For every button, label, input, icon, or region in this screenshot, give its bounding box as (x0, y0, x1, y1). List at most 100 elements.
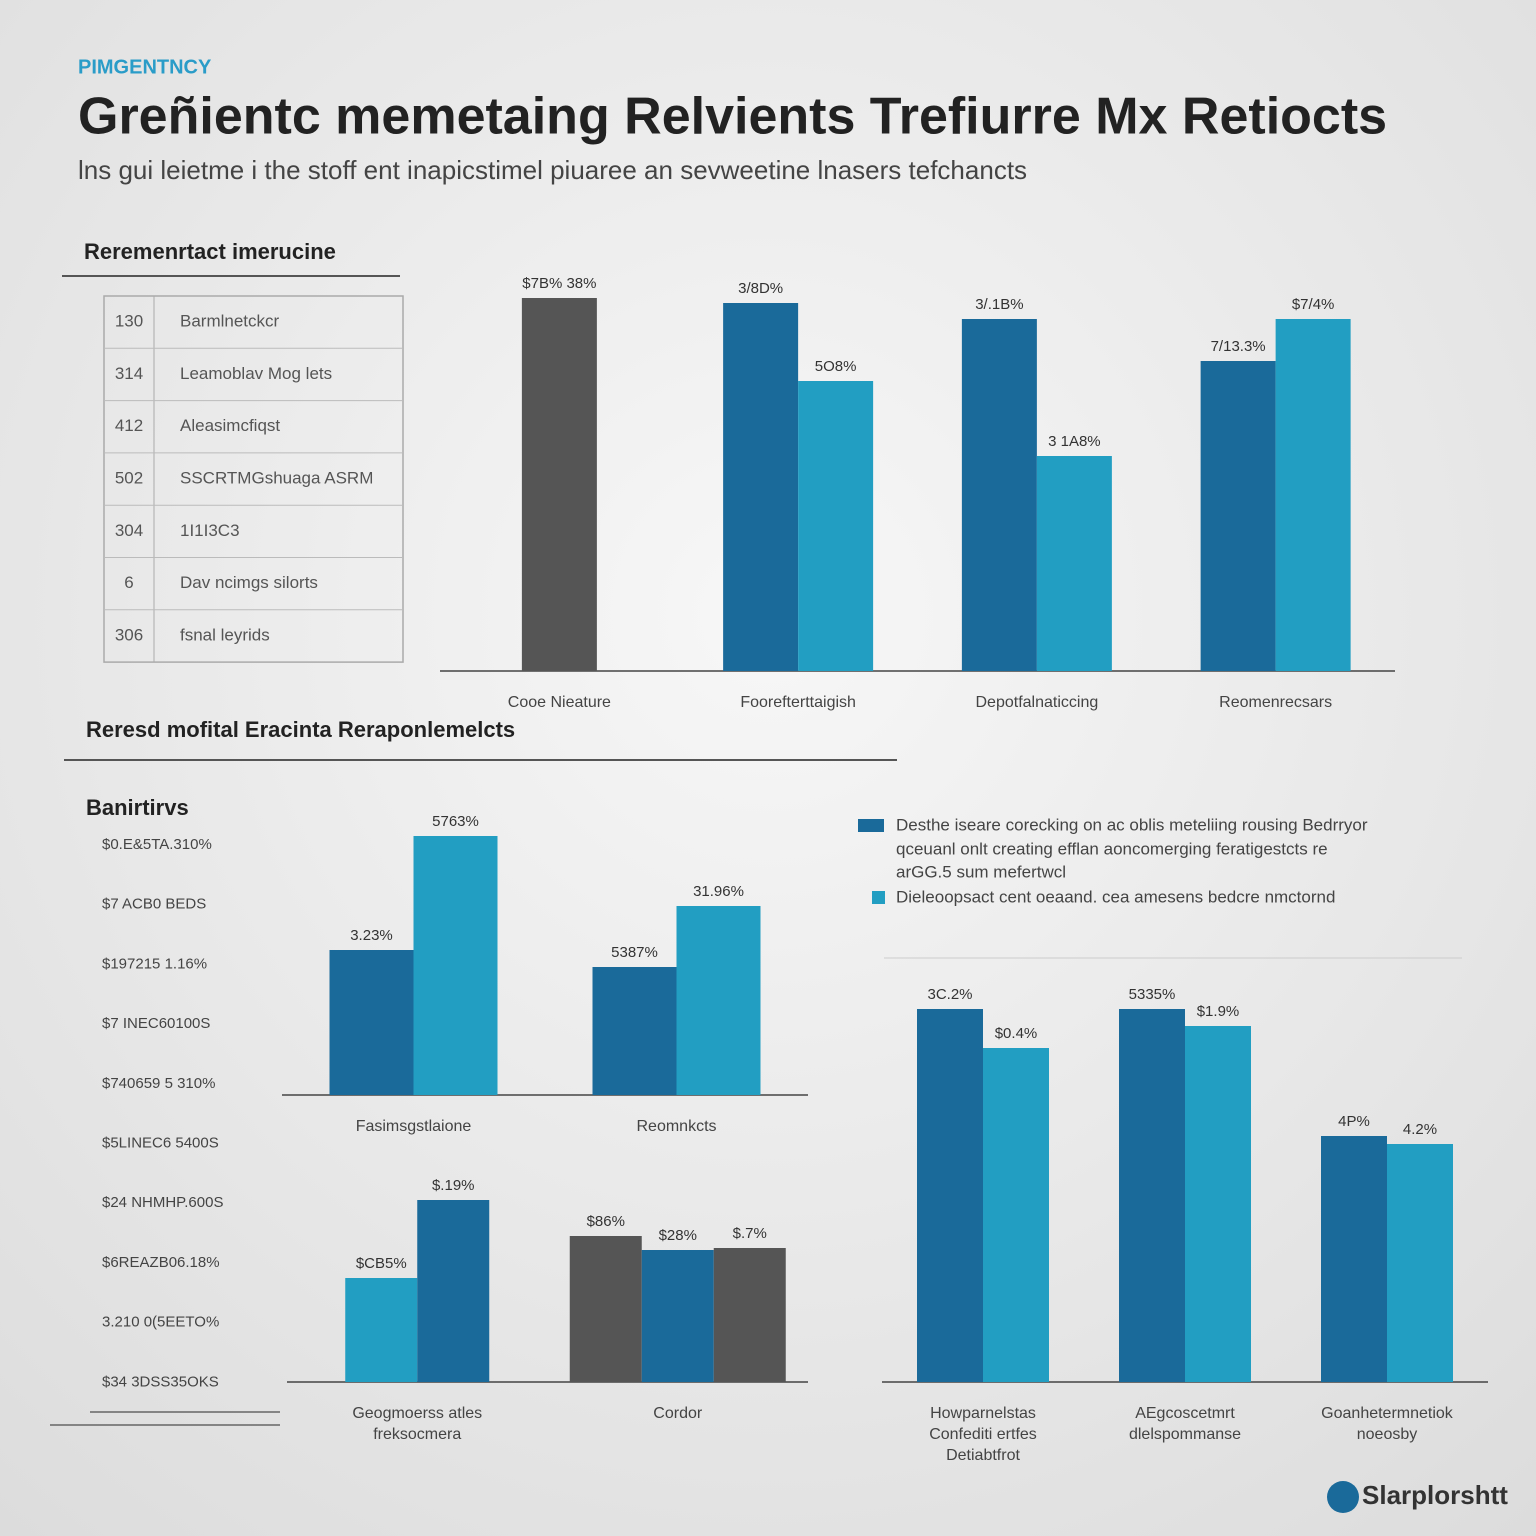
side-label: $34 3DSS35OKS (102, 1373, 219, 1390)
bar (641, 1250, 714, 1382)
side-label: 3.210 0(5EETO% (102, 1314, 219, 1331)
category-label: Reomnkcts (636, 1118, 716, 1135)
category-label: Confediti ertfes (929, 1426, 1037, 1443)
kicker: PIMGENTNCY (78, 56, 212, 78)
category-label: noeosby (1357, 1426, 1418, 1443)
bar-label: 4P% (1338, 1113, 1370, 1130)
table-cell: Leamoblav Mog lets (180, 364, 332, 383)
table-cell: fsnal leyrids (180, 625, 270, 644)
bar-label: 7/13.3% (1211, 338, 1266, 355)
side-label: $6REAZB06.18% (102, 1254, 220, 1271)
bar (1036, 456, 1112, 671)
table-cell: 1I1I3C3 (180, 521, 240, 540)
table-frame (103, 295, 404, 663)
legend-text: qceuanl onlt creating efflan aoncomergin… (896, 839, 1328, 858)
category-label: Depotfalnaticcing (976, 694, 1099, 711)
table-cell: 412 (115, 416, 143, 435)
bar (1200, 361, 1276, 671)
table-cell: SSCRTMGshuaga ASRM (180, 469, 373, 488)
category-label: freksocmera (373, 1426, 461, 1443)
category-label: Howparnelstas (930, 1405, 1036, 1422)
bar (592, 967, 677, 1095)
bar-label: 3 1A8% (1048, 433, 1101, 450)
bar (798, 381, 874, 671)
bar (1275, 319, 1351, 671)
category-label: Cooe Nieature (508, 694, 611, 711)
legend-swatch (858, 819, 884, 832)
table-cell: 314 (115, 364, 143, 383)
bar-label: $.19% (432, 1177, 475, 1194)
bar-label: $CB5% (356, 1255, 407, 1272)
bar-label: 3C.2% (927, 986, 972, 1003)
bar (417, 1200, 490, 1382)
legend-swatch (872, 891, 885, 904)
side-label: $0.E&5TA.310% (102, 836, 212, 853)
category-label: Detiabtfrot (946, 1447, 1020, 1464)
table-cell: 130 (115, 312, 143, 331)
bar (1321, 1136, 1387, 1382)
bar-label: 5335% (1129, 986, 1176, 1003)
bar-label: $86% (587, 1213, 625, 1230)
axis-heading: Banirtirvs (86, 795, 189, 820)
side-label: $7 INEC60100S (102, 1015, 210, 1032)
side-label: $740659 5 310% (102, 1075, 215, 1092)
table-cell: 306 (115, 625, 143, 644)
bar (713, 1248, 786, 1382)
category-label: Reomenrecsars (1219, 694, 1332, 711)
legend-text: Dieleoopsact cent oeaand. cea amesens be… (896, 887, 1335, 906)
table-cell: 502 (115, 469, 143, 488)
bar (329, 950, 414, 1095)
bar (676, 906, 761, 1095)
table-cell: 304 (115, 521, 143, 540)
category-label: Foorefterttaigish (740, 694, 856, 711)
bar (1119, 1009, 1185, 1382)
side-label: $24 NHMHP.600S (102, 1194, 223, 1211)
table-cell: 6 (124, 573, 133, 592)
bar-label: 31.96% (693, 883, 744, 900)
table-title: Reremenrtact imerucine (84, 239, 336, 264)
subtitle: lns gui leietme i the stoff ent inapicst… (78, 155, 1027, 185)
bar (917, 1009, 983, 1382)
bar (1387, 1144, 1453, 1382)
category-label: Fasimsgstlaione (356, 1118, 472, 1135)
logo: Slarplorshtt (1362, 1480, 1508, 1510)
legend-text: Desthe iseare corecking on ac oblis mete… (896, 815, 1368, 834)
title: Greñientc memetaing Relvients Trefiurre … (78, 88, 1387, 146)
category-label: Goanhetermnetiok (1321, 1405, 1454, 1422)
legend-text: arGG.5 sum mefertwcl (896, 862, 1066, 881)
bar-label: $.7% (733, 1225, 767, 1242)
side-label: $7 ACB0 BEDS (102, 896, 206, 913)
bar (569, 1236, 642, 1382)
bar-label: 5387% (611, 944, 658, 961)
bar-label: 3/8D% (738, 280, 783, 297)
bar (521, 298, 597, 671)
bar-label: $7/4% (1292, 296, 1335, 313)
bar-label: 4.2% (1403, 1121, 1437, 1138)
bar (345, 1278, 418, 1382)
category-label: AEgcoscetmrt (1135, 1405, 1235, 1422)
table-cell: Aleasimcfiqst (180, 416, 280, 435)
bar (983, 1048, 1049, 1382)
table-cell: Barmlnetckcr (180, 312, 280, 331)
category-label: dlelspommanse (1129, 1426, 1241, 1443)
category-label: Geogmoerss atles (352, 1405, 482, 1422)
bar (413, 836, 498, 1095)
bar (723, 303, 799, 671)
bar-label: 3/.1B% (975, 296, 1023, 313)
bar (961, 319, 1037, 671)
category-label: Cordor (653, 1405, 703, 1422)
bar (1185, 1026, 1251, 1382)
side-label: $5LINEC6 5400S (102, 1134, 219, 1151)
bar-label: $1.9% (1197, 1003, 1240, 1020)
bar-label: 5O8% (815, 358, 857, 375)
bar-label: $7B% 38% (522, 275, 596, 292)
table-cell: Dav ncimgs silorts (180, 573, 318, 592)
bar-label: 3.23% (350, 927, 393, 944)
side-label: $197215 1.16% (102, 955, 207, 972)
logo-icon (1327, 1481, 1359, 1513)
section-title: Reresd mofital Eracinta Reraponlemelcts (86, 717, 515, 742)
bar-label: 5763% (432, 813, 479, 830)
bar-label: $28% (659, 1227, 697, 1244)
bar-label: $0.4% (995, 1025, 1038, 1042)
